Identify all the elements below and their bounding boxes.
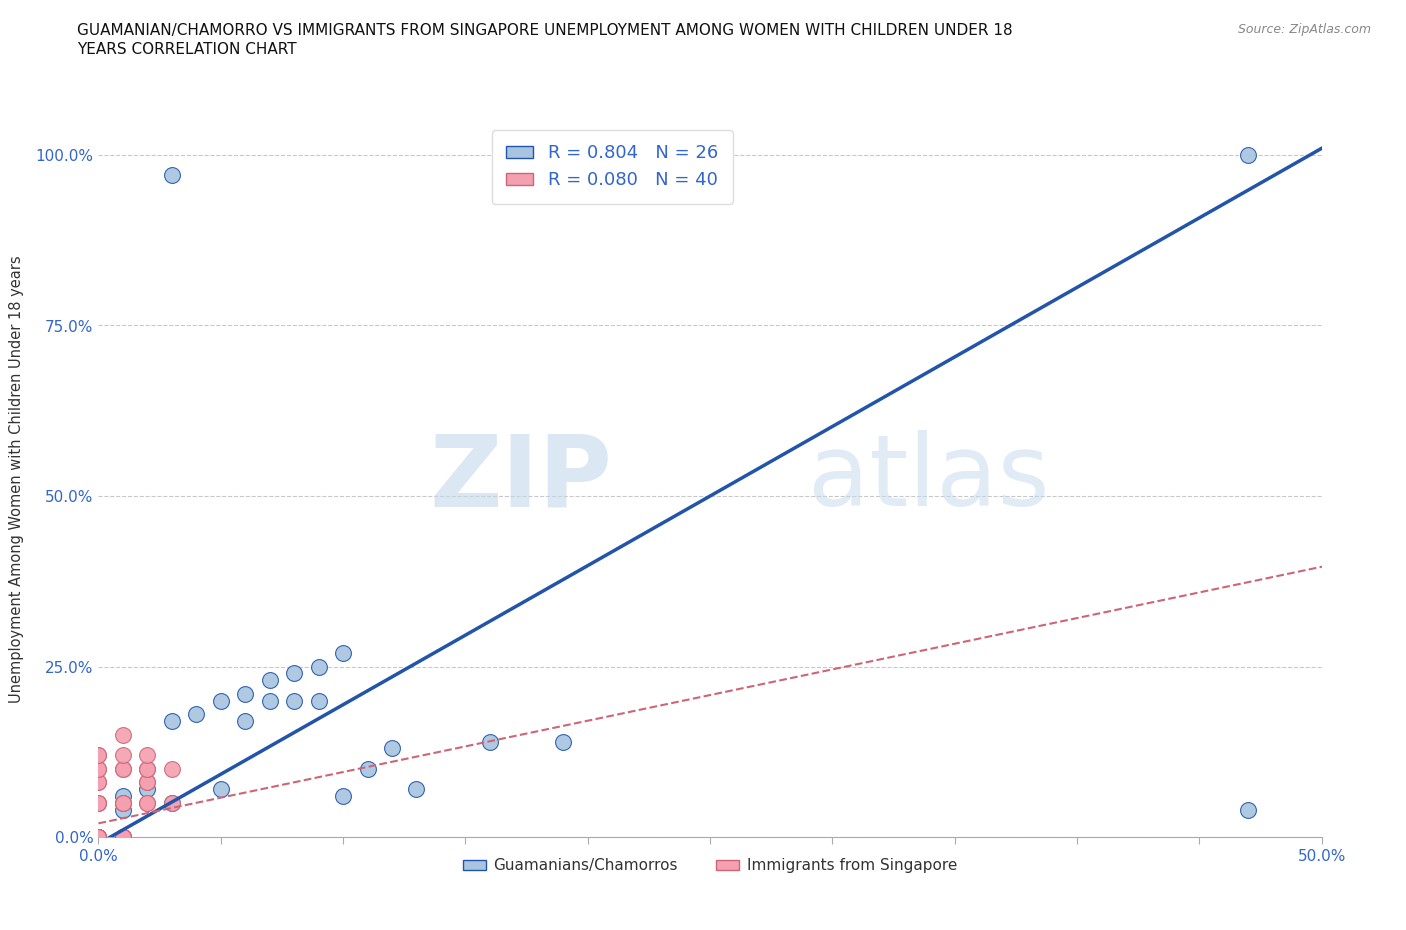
- Point: [111, 789, 134, 804]
- Point: [332, 789, 354, 804]
- Point: [308, 659, 330, 674]
- Point: [111, 803, 134, 817]
- Point: [160, 795, 183, 810]
- Point: [259, 672, 281, 687]
- Point: [87, 748, 110, 763]
- Point: [478, 734, 501, 749]
- Point: [283, 666, 305, 681]
- Point: [111, 830, 134, 844]
- Point: [87, 795, 110, 810]
- Point: [136, 782, 159, 797]
- Point: [136, 762, 159, 777]
- Point: [209, 782, 232, 797]
- Point: [87, 830, 110, 844]
- Text: YEARS CORRELATION CHART: YEARS CORRELATION CHART: [77, 42, 297, 57]
- Point: [87, 762, 110, 777]
- Point: [136, 775, 159, 790]
- Point: [111, 727, 134, 742]
- Point: [259, 693, 281, 708]
- Point: [87, 830, 110, 844]
- Point: [111, 830, 134, 844]
- Point: [111, 795, 134, 810]
- Point: [283, 693, 305, 708]
- Point: [111, 830, 134, 844]
- Point: [111, 830, 134, 844]
- Point: [160, 713, 183, 728]
- Point: [308, 693, 330, 708]
- Y-axis label: Unemployment Among Women with Children Under 18 years: Unemployment Among Women with Children U…: [10, 255, 24, 703]
- Point: [87, 762, 110, 777]
- Point: [111, 830, 134, 844]
- Point: [87, 830, 110, 844]
- Point: [87, 830, 110, 844]
- Point: [332, 645, 354, 660]
- Point: [136, 795, 159, 810]
- Point: [1237, 803, 1260, 817]
- Text: GUAMANIAN/CHAMORRO VS IMMIGRANTS FROM SINGAPORE UNEMPLOYMENT AMONG WOMEN WITH CH: GUAMANIAN/CHAMORRO VS IMMIGRANTS FROM SI…: [77, 23, 1012, 38]
- Point: [87, 830, 110, 844]
- Text: atlas: atlas: [808, 431, 1049, 527]
- Text: ZIP: ZIP: [429, 431, 612, 527]
- Point: [160, 762, 183, 777]
- Point: [136, 775, 159, 790]
- Point: [356, 762, 378, 777]
- Point: [233, 686, 256, 701]
- Point: [186, 707, 208, 722]
- Point: [87, 748, 110, 763]
- Point: [111, 830, 134, 844]
- Point: [111, 795, 134, 810]
- Point: [136, 795, 159, 810]
- Point: [111, 762, 134, 777]
- Point: [136, 762, 159, 777]
- Point: [111, 762, 134, 777]
- Point: [405, 782, 427, 797]
- Legend: Guamanians/Chamorros, Immigrants from Singapore: Guamanians/Chamorros, Immigrants from Si…: [457, 852, 963, 880]
- Point: [111, 795, 134, 810]
- Point: [160, 168, 183, 183]
- Point: [111, 748, 134, 763]
- Point: [87, 775, 110, 790]
- Point: [160, 795, 183, 810]
- Point: [87, 830, 110, 844]
- Point: [1237, 148, 1260, 163]
- Point: [87, 795, 110, 810]
- Point: [87, 775, 110, 790]
- Point: [381, 741, 404, 756]
- Point: [233, 713, 256, 728]
- Point: [136, 748, 159, 763]
- Point: [87, 830, 110, 844]
- Point: [87, 795, 110, 810]
- Point: [209, 693, 232, 708]
- Point: [87, 830, 110, 844]
- Text: Source: ZipAtlas.com: Source: ZipAtlas.com: [1237, 23, 1371, 36]
- Point: [553, 734, 575, 749]
- Point: [87, 830, 110, 844]
